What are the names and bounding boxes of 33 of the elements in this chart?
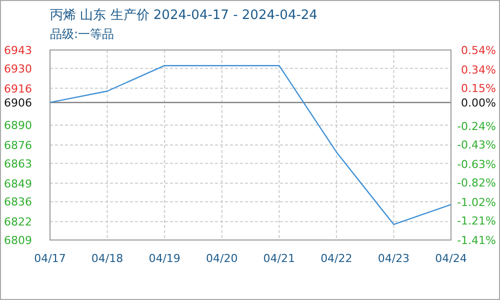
y-tick-label: 6930 <box>4 62 32 76</box>
y-tick-label: 6863 <box>4 157 32 170</box>
y2-tick-label: -1.21% <box>457 214 496 228</box>
y-tick-label: 6849 <box>4 177 32 190</box>
chart-title: 丙烯 山东 生产价 2024-04-17 - 2024-04-24 <box>50 8 318 23</box>
y2-tick-label: 0.00% <box>461 96 496 110</box>
x-tick-label: 04/24 <box>435 252 467 265</box>
x-tick-label: 04/19 <box>148 252 180 265</box>
y-tick-label: 6876 <box>4 139 32 152</box>
y2-tick-label: -1.02% <box>457 196 496 209</box>
x-tick-label: 04/20 <box>206 252 238 265</box>
y-tick-label: 6943 <box>4 44 32 57</box>
y-tick-label: 6906 <box>4 96 32 110</box>
x-tick-label: 04/21 <box>263 252 295 265</box>
x-tick-label: 04/18 <box>91 252 124 265</box>
chart-subtitle: 品级:一等品 <box>50 27 114 41</box>
x-tick-label: 04/22 <box>320 252 352 265</box>
y2-tick-label: -1.41% <box>457 234 496 247</box>
y-tick-label: 6836 <box>4 196 32 209</box>
y2-tick-label: -0.43% <box>457 138 496 152</box>
y2-tick-label: -0.24% <box>457 120 496 133</box>
line-series <box>49 64 452 226</box>
x-tick-label: 04/23 <box>378 252 410 265</box>
y2-tick-label: -0.82% <box>457 176 496 190</box>
y2-tick-label: 0.34% <box>461 63 496 76</box>
y-tick-label: 6890 <box>4 119 32 132</box>
y-tick-label: 6822 <box>4 216 32 229</box>
x-tick-label: 04/17 <box>34 252 66 265</box>
y-tick-label: 6809 <box>4 234 32 247</box>
y2-tick-label: 0.15% <box>461 82 496 95</box>
y2-tick-label: 0.54% <box>461 44 496 57</box>
y-tick-label: 6916 <box>4 82 32 96</box>
y2-tick-label: -0.63% <box>457 158 496 171</box>
